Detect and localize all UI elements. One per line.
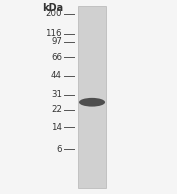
Bar xyxy=(78,6,106,188)
Text: 97: 97 xyxy=(51,37,62,46)
Text: 6: 6 xyxy=(56,145,62,154)
Text: kDa: kDa xyxy=(42,3,64,13)
Text: 44: 44 xyxy=(51,71,62,80)
Ellipse shape xyxy=(79,98,105,107)
Text: 22: 22 xyxy=(51,105,62,114)
Text: 14: 14 xyxy=(51,123,62,132)
Text: 66: 66 xyxy=(51,53,62,62)
Text: 200: 200 xyxy=(45,9,62,18)
Text: 116: 116 xyxy=(45,29,62,38)
Text: 31: 31 xyxy=(51,90,62,99)
